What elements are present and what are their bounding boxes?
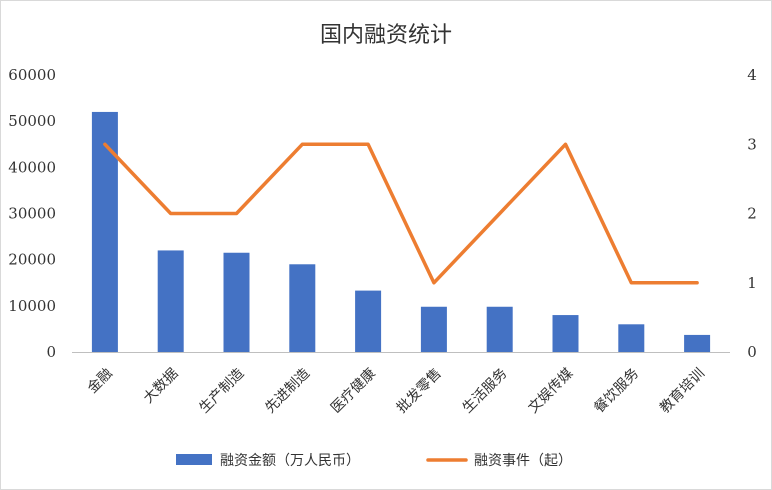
left-tick-label: 20000 bbox=[8, 251, 56, 269]
bar bbox=[420, 306, 447, 352]
bar bbox=[223, 252, 250, 352]
chart-title: 国内融资统计 bbox=[320, 23, 452, 48]
legend: 融资金额（万人民币） 融资事件（起） bbox=[176, 453, 572, 469]
right-tick-label: 2 bbox=[747, 205, 757, 223]
line-path bbox=[103, 142, 699, 285]
right-tick-label: 4 bbox=[747, 66, 757, 84]
left-axis: 0 10000 20000 30000 40000 50000 60000 bbox=[8, 66, 56, 361]
line-series bbox=[103, 142, 699, 285]
bar bbox=[486, 306, 513, 352]
bar-series bbox=[91, 111, 711, 352]
left-tick-label: 10000 bbox=[8, 297, 56, 315]
bar bbox=[289, 264, 316, 352]
left-tick-label: 0 bbox=[46, 343, 56, 361]
legend-swatch-bar bbox=[176, 454, 212, 465]
right-tick-label: 0 bbox=[747, 343, 757, 361]
bar bbox=[157, 250, 184, 352]
left-tick-label: 40000 bbox=[8, 158, 56, 176]
left-tick-label: 50000 bbox=[8, 112, 56, 130]
bar bbox=[552, 315, 579, 352]
right-tick-label: 3 bbox=[747, 135, 757, 153]
bar bbox=[355, 290, 382, 352]
legend-label-line: 融资事件（起） bbox=[474, 453, 572, 469]
legend-label-bar: 融资金额（万人民币） bbox=[220, 453, 360, 469]
right-axis: 0 1 2 3 4 bbox=[747, 66, 757, 361]
bar bbox=[618, 324, 645, 352]
right-tick-label: 1 bbox=[747, 274, 757, 292]
bar bbox=[684, 334, 711, 352]
bar bbox=[91, 111, 118, 352]
left-tick-label: 60000 bbox=[8, 66, 56, 84]
left-tick-label: 30000 bbox=[8, 205, 56, 223]
